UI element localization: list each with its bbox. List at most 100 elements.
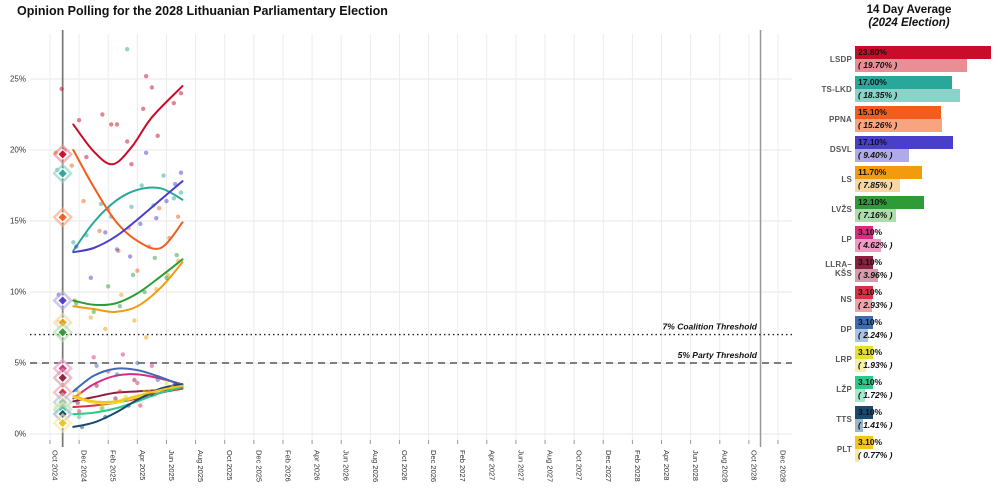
x-axis-label: Jun 2028 xyxy=(691,450,700,481)
avg-bar: 3.10% xyxy=(855,226,882,239)
trend-line xyxy=(72,258,184,307)
election-bar: ( 2.93% ) xyxy=(855,299,893,312)
party-label: PLT xyxy=(836,444,852,454)
party-label: LS xyxy=(841,174,852,184)
party-row: TS-LKD 17.00% ( 18.35% ) xyxy=(818,76,1000,102)
avg-bar: 3.10% xyxy=(855,346,882,359)
party-bars: 3.10% ( 0.77% ) xyxy=(855,436,1000,462)
party-row: PLT 3.10% ( 0.77% ) xyxy=(818,436,1000,462)
poll-point xyxy=(178,190,184,195)
avg-value: 3.10% xyxy=(858,407,883,417)
avg-value: 3.10% xyxy=(858,257,883,267)
x-axis-label: Dec 2028 xyxy=(779,450,788,482)
poll-point xyxy=(74,244,79,249)
threshold-label: 7% Coalition Threshold xyxy=(663,322,758,332)
x-axis-label: Apr 2028 xyxy=(662,450,671,480)
avg-bar: 17.00% xyxy=(855,76,952,89)
poll-point xyxy=(178,170,184,175)
avg-value: 3.10% xyxy=(858,287,883,297)
poll-point xyxy=(76,118,82,123)
election-bar: ( 18.35% ) xyxy=(855,89,960,102)
poll-point xyxy=(141,106,146,112)
poll-point xyxy=(130,272,136,278)
avg-value: 3.10% xyxy=(858,227,883,237)
series-ts-lkd xyxy=(52,47,184,252)
poll-point xyxy=(119,292,124,297)
y-axis-label: 15% xyxy=(10,217,26,226)
election-bar: ( 7.85% ) xyxy=(855,179,900,192)
poll-point xyxy=(100,403,105,408)
party-bars: 23.80% ( 19.70% ) xyxy=(855,46,1000,72)
threshold-label: 5% Party Threshold xyxy=(678,350,758,360)
poll-point xyxy=(114,372,120,377)
poll-point xyxy=(103,326,108,332)
election-value: ( 2.93% ) xyxy=(858,300,893,310)
poll-point xyxy=(91,309,96,315)
poll-point xyxy=(76,409,82,414)
x-axis-label: Feb 2028 xyxy=(633,450,642,482)
poll-point xyxy=(164,275,169,280)
poll-point xyxy=(135,360,140,366)
poll-point xyxy=(69,163,75,168)
trend-line xyxy=(72,383,184,428)
poll-point xyxy=(164,198,169,204)
party-bars: 3.10% ( 4.62% ) xyxy=(855,226,1000,252)
poll-point xyxy=(138,403,143,408)
poll-point xyxy=(152,255,157,261)
avg-value: 3.10% xyxy=(858,347,883,357)
election-result-diamond xyxy=(57,167,69,179)
poll-point xyxy=(138,221,143,226)
poll-point xyxy=(135,380,140,386)
election-result-diamond xyxy=(52,367,73,388)
x-axis-label: Oct 2028 xyxy=(749,450,758,480)
poll-point xyxy=(71,240,76,245)
trend-line xyxy=(72,367,184,393)
x-axis-label: Dec 2025 xyxy=(254,450,263,482)
election-result-diamond xyxy=(52,412,73,434)
poll-point xyxy=(127,254,133,259)
election-value: ( 15.26% ) xyxy=(858,120,898,130)
poll-point xyxy=(117,304,123,309)
poll-point xyxy=(91,355,96,360)
poll-point xyxy=(155,377,160,383)
x-axis-label: Jun 2025 xyxy=(167,450,176,481)
party-label: LLRA–KŠS xyxy=(825,260,852,278)
election-bar: ( 4.62% ) xyxy=(855,239,893,252)
election-value: ( 1.93% ) xyxy=(858,360,893,370)
poll-point xyxy=(142,389,147,394)
x-axis-label: Dec 2026 xyxy=(429,450,438,482)
avg-bar: 3.10% xyxy=(855,376,882,389)
avg-bar: 23.80% xyxy=(855,46,991,59)
x-axis-label: Jun 2027 xyxy=(516,450,525,481)
avg-value: 15.10% xyxy=(858,107,887,117)
election-bar: ( 7.16% ) xyxy=(855,209,896,222)
poll-point xyxy=(103,230,108,235)
avg-value: 3.10% xyxy=(858,437,883,447)
poll-point xyxy=(100,112,105,117)
x-axis-label: Feb 2027 xyxy=(458,450,467,482)
party-row: NS 3.10% ( 2.93% ) xyxy=(818,286,1000,312)
avg-value: 11.70% xyxy=(858,167,887,177)
trend-line xyxy=(72,149,184,250)
avg-bar: 17.10% xyxy=(855,136,953,149)
party-bars: 3.10% ( 1.72% ) xyxy=(855,376,1000,402)
x-axis-label: Oct 2024 xyxy=(51,450,60,480)
party-bar-list: LS DP 23.80%( 19.70% ) TS-LKD 17.00%( 18.35%… xyxy=(818,46,1000,466)
party-bars: 11.70% ( 7.85% ) xyxy=(855,166,1000,192)
poll-point xyxy=(76,390,82,395)
avg-bar: 11.70% xyxy=(855,166,922,179)
avg-value: 17.10% xyxy=(858,137,887,147)
poll-point xyxy=(155,133,160,138)
election-result-diamond xyxy=(57,211,69,223)
trend-line xyxy=(72,85,184,166)
election-bar: ( 19.70% ) xyxy=(855,59,968,72)
poll-point xyxy=(139,183,144,188)
party-label: DP xyxy=(840,324,852,334)
party-bars: 15.10% ( 15.26% ) xyxy=(855,106,1000,132)
x-axis-label: Feb 2026 xyxy=(283,450,292,482)
poll-point xyxy=(114,247,120,252)
party-label: NS xyxy=(840,294,852,304)
poll-point xyxy=(53,150,58,155)
election-value: ( 18.35% ) xyxy=(858,90,898,100)
election-result-diamond xyxy=(57,148,69,160)
